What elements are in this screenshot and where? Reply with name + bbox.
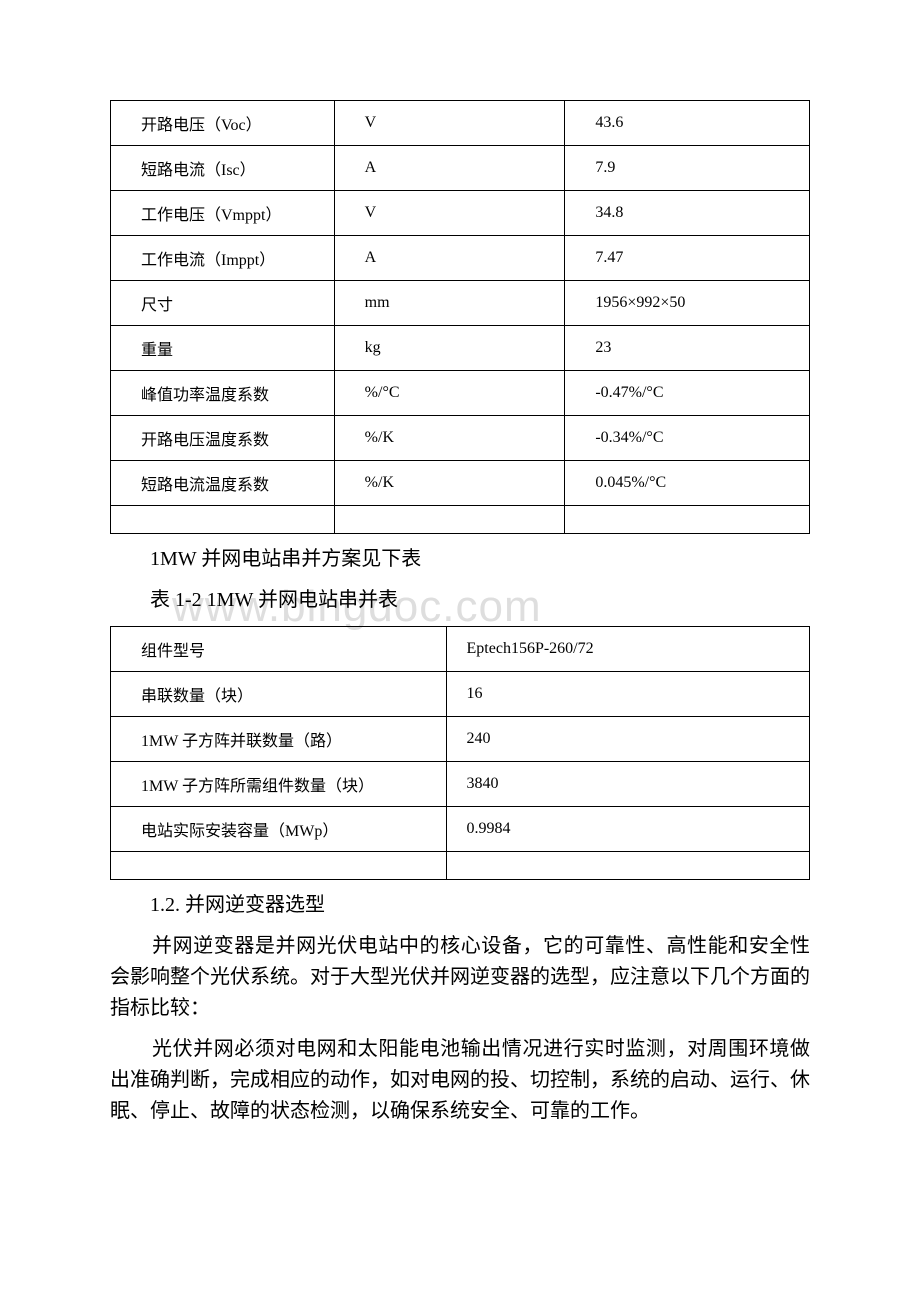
cell-label: 尺寸 <box>111 281 335 326</box>
config-table: 组件型号 Eptech156P-260/72 串联数量（块） 16 1MW 子方… <box>110 626 810 880</box>
cell-value: 43.6 <box>565 101 810 146</box>
specs-table: 开路电压（Voc） V 43.6 短路电流（Isc） A 7.9 工作电压（Vm… <box>110 100 810 534</box>
cell-value: 0.9984 <box>446 807 809 852</box>
cell-label: 开路电压（Voc） <box>111 101 335 146</box>
cell-label: 电站实际安装容量（MWp） <box>111 807 447 852</box>
cell-label: 工作电流（Imppt） <box>111 236 335 281</box>
table-row: 串联数量（块） 16 <box>111 672 810 717</box>
cell-label: 峰值功率温度系数 <box>111 371 335 416</box>
cell-value: 16 <box>446 672 809 717</box>
table-row-empty <box>111 852 810 880</box>
cell-value: 34.8 <box>565 191 810 236</box>
table-row: 1MW 子方阵所需组件数量（块） 3840 <box>111 762 810 807</box>
cell-value: 3840 <box>446 762 809 807</box>
table-row: 尺寸 mm 1956×992×50 <box>111 281 810 326</box>
table-row: 1MW 子方阵并联数量（路） 240 <box>111 717 810 762</box>
paragraph-1: 并网逆变器是并网光伏电站中的核心设备，它的可靠性、高性能和安全性会影响整个光伏系… <box>110 931 810 1024</box>
intro-text-1: 1MW 并网电站串并方案见下表 <box>110 544 810 575</box>
cell-label: 开路电压温度系数 <box>111 416 335 461</box>
cell-value: 0.045%/°C <box>565 461 810 506</box>
table-row: 峰值功率温度系数 %/°C -0.47%/°C <box>111 371 810 416</box>
paragraph-2: 光伏并网必须对电网和太阳能电池输出情况进行实时监测，对周围环境做出准确判断，完成… <box>110 1034 810 1127</box>
table-row: 组件型号 Eptech156P-260/72 <box>111 627 810 672</box>
cell-label: 工作电压（Vmppt） <box>111 191 335 236</box>
cell-value: Eptech156P-260/72 <box>446 627 809 672</box>
cell-value: 240 <box>446 717 809 762</box>
cell-label: 短路电流温度系数 <box>111 461 335 506</box>
cell-label: 串联数量（块） <box>111 672 447 717</box>
cell-label: 1MW 子方阵并联数量（路） <box>111 717 447 762</box>
cell-value: 1956×992×50 <box>565 281 810 326</box>
table-row: 工作电压（Vmppt） V 34.8 <box>111 191 810 236</box>
cell-label: 1MW 子方阵所需组件数量（块） <box>111 762 447 807</box>
cell-value: 7.9 <box>565 146 810 191</box>
cell-unit: A <box>334 236 565 281</box>
cell-value: 7.47 <box>565 236 810 281</box>
cell-unit: mm <box>334 281 565 326</box>
section-heading: 1.2. 并网逆变器选型 <box>110 890 810 921</box>
cell-unit: V <box>334 191 565 236</box>
cell-unit: %/°C <box>334 371 565 416</box>
table-row: 开路电压温度系数 %/K -0.34%/°C <box>111 416 810 461</box>
table-row: 重量 kg 23 <box>111 326 810 371</box>
table-row: 电站实际安装容量（MWp） 0.9984 <box>111 807 810 852</box>
cell-unit: A <box>334 146 565 191</box>
table-row: 工作电流（Imppt） A 7.47 <box>111 236 810 281</box>
cell-label: 组件型号 <box>111 627 447 672</box>
cell-label: 短路电流（Isc） <box>111 146 335 191</box>
cell-empty <box>111 852 447 880</box>
cell-label: 重量 <box>111 326 335 371</box>
table-row: 短路电流温度系数 %/K 0.045%/°C <box>111 461 810 506</box>
cell-empty <box>334 506 565 534</box>
cell-unit: kg <box>334 326 565 371</box>
cell-empty <box>111 506 335 534</box>
cell-value: -0.47%/°C <box>565 371 810 416</box>
table2-caption: 表 1-2 1MW 并网电站串并表 <box>110 585 810 616</box>
cell-unit: %/K <box>334 416 565 461</box>
cell-unit: V <box>334 101 565 146</box>
cell-value: -0.34%/°C <box>565 416 810 461</box>
cell-value: 23 <box>565 326 810 371</box>
cell-empty <box>446 852 809 880</box>
page-content: 开路电压（Voc） V 43.6 短路电流（Isc） A 7.9 工作电压（Vm… <box>110 100 810 1127</box>
cell-empty <box>565 506 810 534</box>
cell-unit: %/K <box>334 461 565 506</box>
table-row-empty <box>111 506 810 534</box>
table-row: 短路电流（Isc） A 7.9 <box>111 146 810 191</box>
table-row: 开路电压（Voc） V 43.6 <box>111 101 810 146</box>
